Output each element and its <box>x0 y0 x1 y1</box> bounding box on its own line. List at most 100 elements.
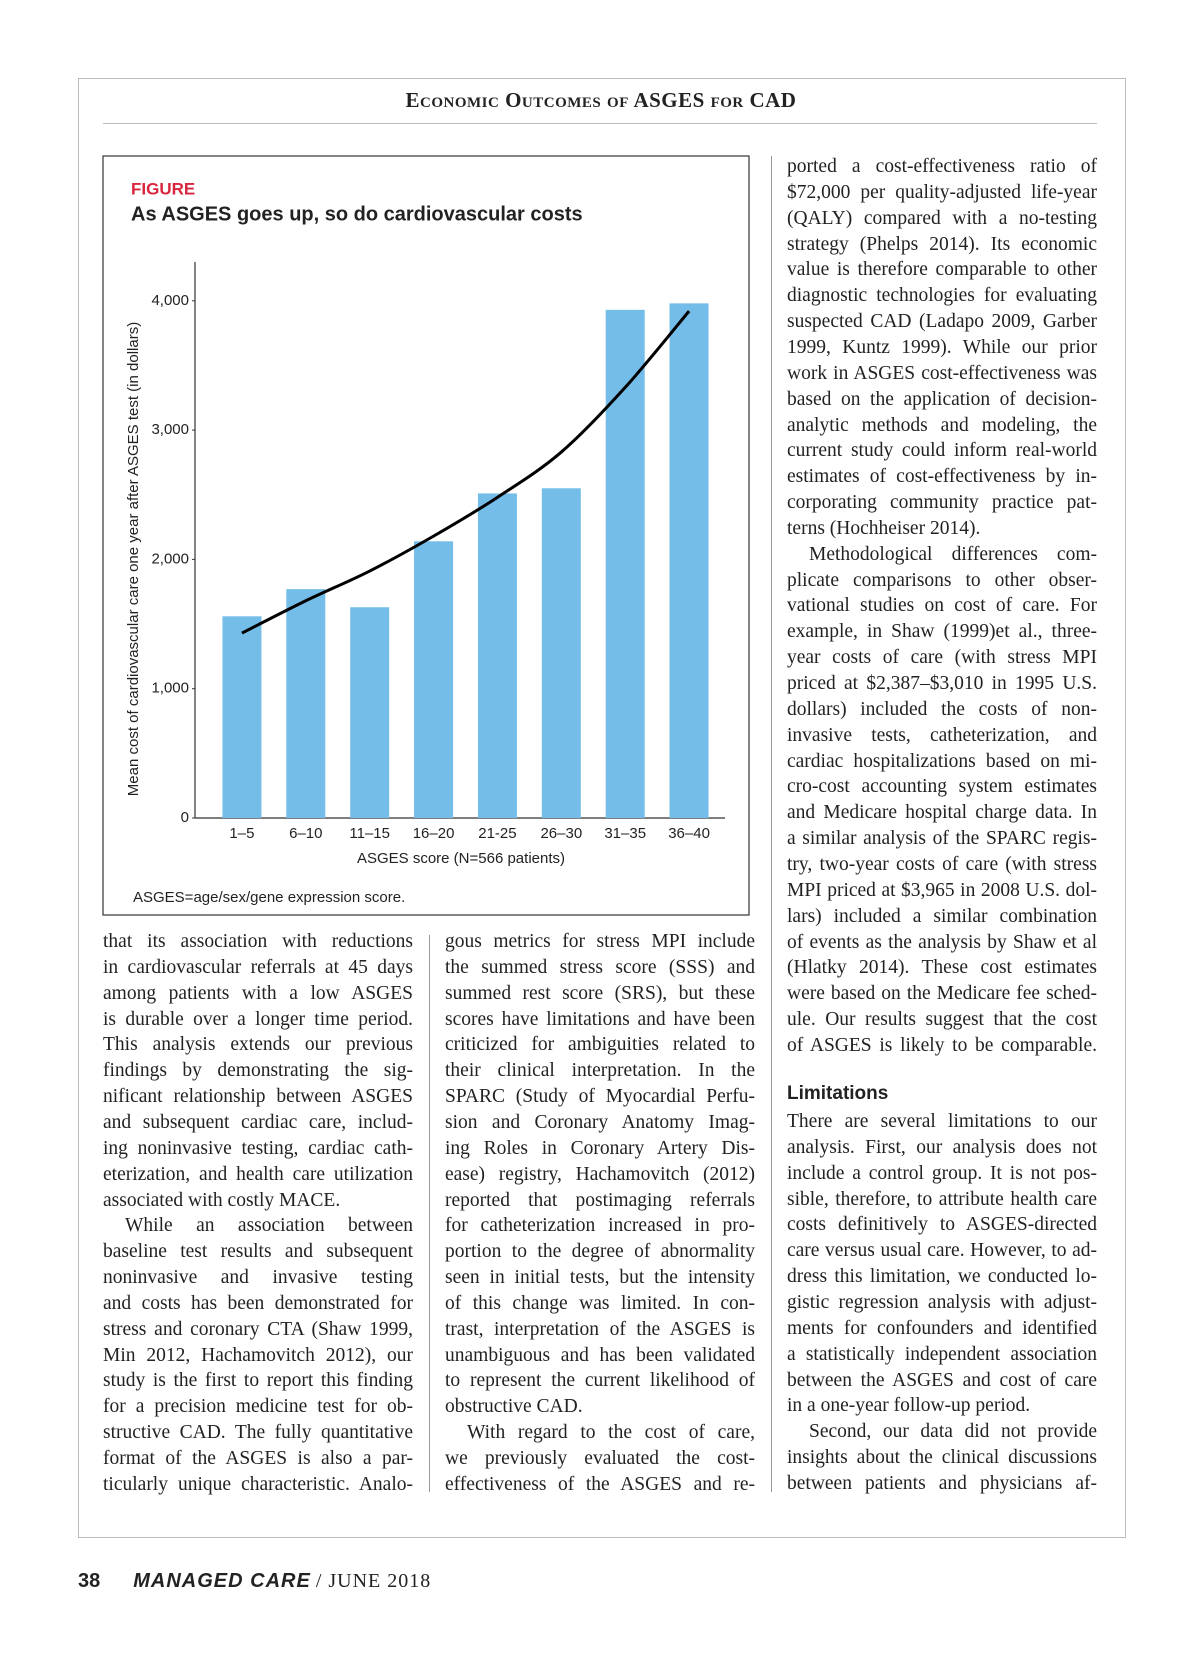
text-line: a statistically independent association <box>787 1343 1097 1365</box>
bar <box>605 309 645 818</box>
text-line: ease) registry, Hachamovitch (2012) <box>445 1163 755 1185</box>
text-line: (Hlatky 2014). These cost estimates <box>787 957 1097 979</box>
bar <box>222 616 262 818</box>
text-line: nificant relationship between ASGES <box>103 1086 413 1108</box>
text-line: based on the application of decision- <box>787 388 1097 410</box>
text-line: summed rest score (SRS), but these <box>445 982 755 1004</box>
text-line: ported a cost-effectiveness ratio of <box>787 156 1097 177</box>
text-line: for a precision medicine test for ob- <box>103 1396 413 1418</box>
text-line: ule. Our results suggest that the cost <box>787 1009 1097 1031</box>
limitations-heading: Limitations <box>787 1083 889 1104</box>
header-title: Economic Outcomes of ASGES for CAD <box>405 88 797 112</box>
page-number: 38 <box>78 1570 101 1592</box>
text-line: ing Roles in Coronary Artery Dis- <box>445 1137 755 1159</box>
y-tick-label: 2,000 <box>151 550 189 567</box>
text-line: care versus usual care. However, to ad- <box>787 1240 1097 1262</box>
text-line: study is the first to report this findin… <box>103 1370 413 1392</box>
text-line: analysis. First, our analysis does not <box>787 1136 1097 1158</box>
figure-label: FIGURE <box>131 179 195 198</box>
text-line: of ASGES is likely to be comparable. <box>787 1034 1097 1056</box>
y-axis-title: Mean cost of cardiovascular care one yea… <box>125 322 142 796</box>
text-line: and subsequent cardiac care, includ- <box>103 1111 413 1133</box>
x-tick-label: 16–20 <box>413 825 455 842</box>
text-line: lars) included a similar combination <box>787 905 1097 927</box>
footer: 38 MANAGED CARE / JUNE 2018 <box>78 1570 431 1593</box>
text-line: ing noninvasive testing, cardiac cath- <box>103 1137 413 1159</box>
text-line: strategy (Phelps 2014). Its economic <box>787 233 1097 255</box>
text-line: were based on the Medicare fee sched- <box>787 983 1097 1005</box>
text-line: trast, interpretation of the ASGES is <box>445 1318 755 1340</box>
text-line: Second, our data did not provide <box>809 1421 1097 1443</box>
text-line: include a control group. It is not pos- <box>787 1162 1097 1184</box>
page-border <box>78 78 1126 1538</box>
x-tick-label: 36–40 <box>668 825 710 842</box>
text-line: try, two-year costs of care (with stress <box>787 853 1097 875</box>
trend-line <box>241 310 691 635</box>
text-line: priced at $2,387–$3,010 in 1995 U.S. <box>787 673 1097 694</box>
x-axis-title: ASGES score (N=566 patients) <box>357 850 565 867</box>
text-line: invasive tests, catheterization, and <box>787 724 1097 746</box>
text-line: gous metrics for stress MPI include <box>445 931 755 952</box>
text-line: stress and coronary CTA (Shaw 1999, <box>103 1318 413 1340</box>
text-line: scores have limitations and have been <box>445 1008 755 1030</box>
text-line: noninvasive and invasive testing <box>103 1267 413 1289</box>
text-line: findings by demonstrating the sig- <box>103 1060 413 1082</box>
text-line: With regard to the cost of care, <box>467 1422 755 1444</box>
text-line: (QALY) compared with a no-testing <box>787 207 1097 229</box>
text-line: Methodological differences com- <box>809 543 1097 565</box>
text-line: to represent the current likelihood of <box>445 1370 755 1392</box>
text-line: costs definitively to ASGES-directed <box>787 1214 1097 1236</box>
text-line: of events as the analysis by Shaw et al <box>787 931 1097 953</box>
y-tick-label: 3,000 <box>151 421 189 438</box>
y-tick-label: 1,000 <box>151 680 189 697</box>
text-line: MPI priced at $3,965 in 2008 U.S. dol- <box>787 879 1097 901</box>
bar <box>669 303 709 819</box>
figure-note: ASGES=age/sex/gene expression score. <box>133 889 405 906</box>
header-rule <box>103 123 1097 124</box>
x-tick-label: 1–5 <box>229 825 254 842</box>
text-line: in a one-year follow-up period. <box>787 1395 1031 1417</box>
text-line: format of the ASGES is also a par- <box>103 1448 413 1469</box>
text-line: plicate comparisons to other obser- <box>787 569 1097 591</box>
bar <box>414 541 454 818</box>
text-line: analytic methods and modeling, the <box>787 414 1097 436</box>
issue-date: / JUNE 2018 <box>315 1570 432 1592</box>
text-line: obstructive CAD. <box>445 1396 583 1418</box>
text-line: eterization, and health care utilization <box>103 1163 413 1185</box>
text-line: dress this limitation, we conducted lo- <box>787 1266 1097 1288</box>
text-line: structive CAD. The fully quantitative <box>103 1422 413 1444</box>
column-rule <box>771 156 772 1492</box>
text-line: work in ASGES cost-effectiveness was <box>787 362 1097 384</box>
text-line: the summed stress score (SSS) and <box>445 956 755 978</box>
text-line: insights about the clinical discussions <box>787 1447 1097 1469</box>
text-line: between the ASGES and cost of care <box>787 1369 1097 1391</box>
text-line: cro-cost accounting system estimates <box>787 776 1097 798</box>
x-tick-label: 31–35 <box>604 825 646 842</box>
text-line: criticized for ambiguities related to <box>445 1034 755 1056</box>
text-line: current study could inform real-world <box>787 440 1097 462</box>
text-line: 1999, Kuntz 1999). While our prior <box>787 336 1097 358</box>
y-tick-label: 0 <box>181 809 189 826</box>
text-line: seen in initial tests, but the intensity <box>445 1267 755 1289</box>
text-line: value is therefore comparable to other <box>787 259 1097 281</box>
text-line: year costs of care (with stress MPI <box>787 647 1097 669</box>
text-line: terns (Hochheiser 2014). <box>787 517 981 539</box>
text-line: associated with costly MACE. <box>103 1189 341 1211</box>
text-line: sible, therefore, to attribute health ca… <box>787 1188 1097 1210</box>
chart-title: As ASGES goes up, so do cardiovascular c… <box>131 203 583 225</box>
text-line: This analysis extends our previous <box>103 1034 413 1056</box>
text-line: unambiguous and has been validated <box>445 1344 755 1366</box>
text-line: SPARC (Study of Myocardial Perfu- <box>445 1086 755 1108</box>
text-line: vational studies on cost of care. For <box>787 595 1097 617</box>
bar <box>286 589 326 818</box>
text-line: of this change was limited. In con- <box>445 1292 755 1314</box>
text-line: ments for confounders and identified <box>787 1317 1097 1339</box>
text-line: reported that postimaging referrals <box>445 1189 755 1211</box>
text-line: effectiveness of the ASGES and re- <box>445 1473 755 1495</box>
text-line: suspected CAD (Ladapo 2009, Garber <box>787 311 1097 333</box>
text-line: cardiac hospitalizations based on mi- <box>787 750 1097 772</box>
text-line: example, in Shaw (1999)et al., three- <box>787 621 1097 643</box>
text-line: estimates of cost-effectiveness by in- <box>787 466 1097 488</box>
